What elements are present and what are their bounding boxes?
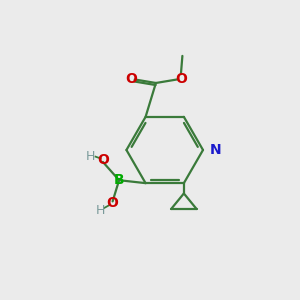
Text: O: O [175, 73, 187, 86]
Text: H: H [96, 204, 105, 217]
Text: O: O [125, 73, 137, 86]
Text: O: O [97, 154, 109, 167]
Text: H: H [86, 150, 95, 163]
Text: O: O [107, 196, 118, 210]
Text: B: B [114, 173, 124, 187]
Text: N: N [209, 143, 221, 157]
